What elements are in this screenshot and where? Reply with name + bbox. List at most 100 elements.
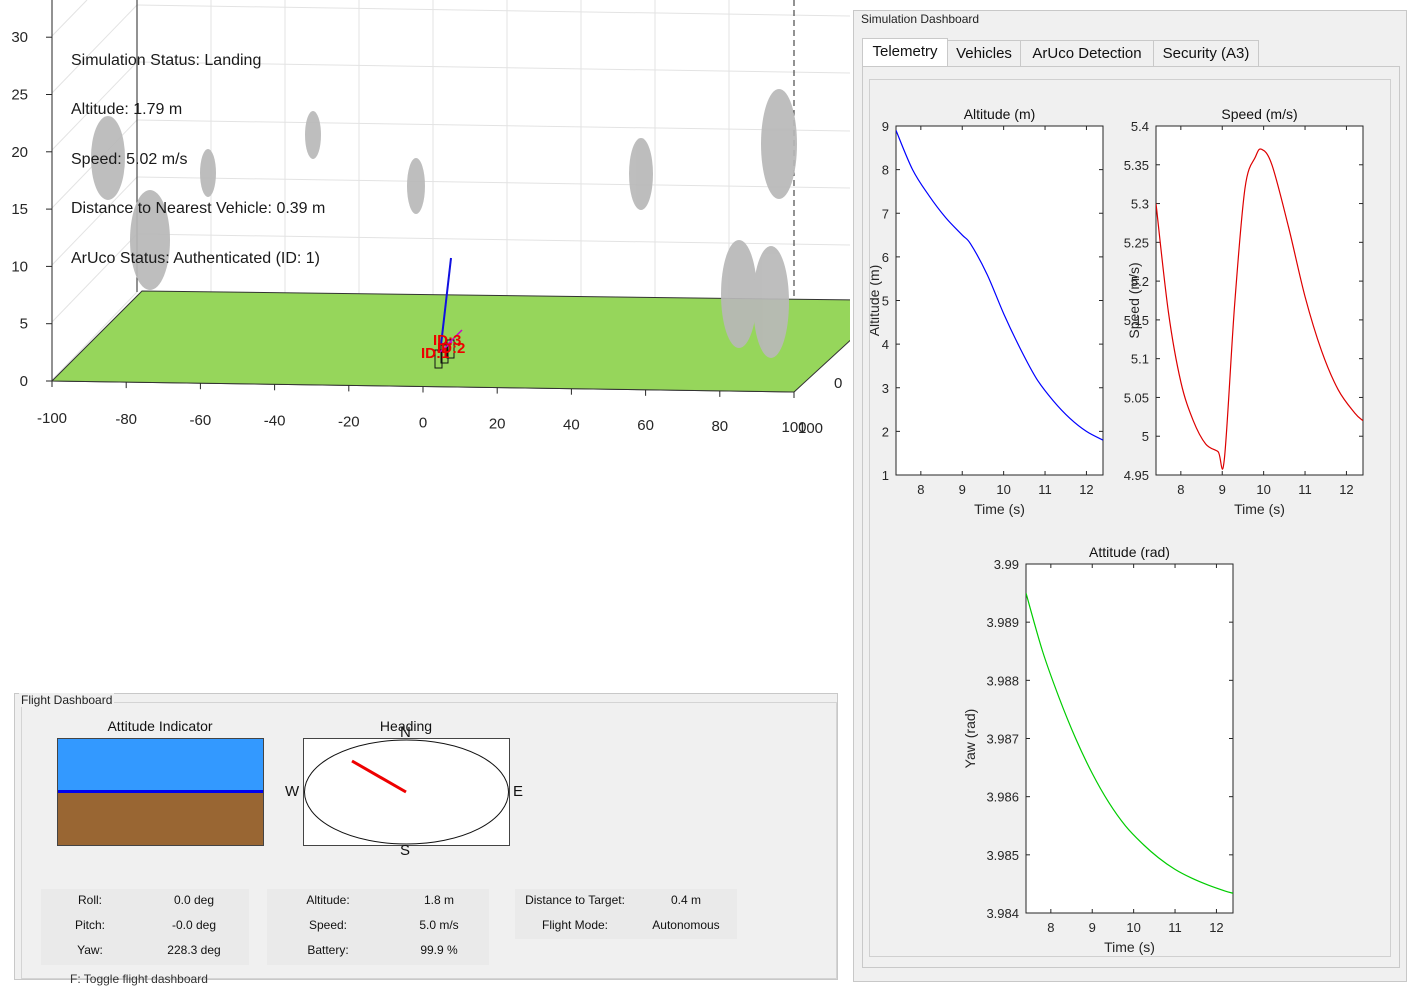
x-tick-label: 12	[1079, 482, 1093, 497]
series-line	[896, 130, 1103, 441]
attitude-indicator	[57, 738, 264, 846]
x-tick-label: -80	[115, 411, 137, 428]
chart-1: Speed (m/s) 8 9 10 11 12 4.95 5 5.05 5.1 5.15 5.2 5.…	[1124, 106, 1364, 517]
x-tick-label: 10	[996, 482, 1010, 497]
compass-ring	[304, 739, 509, 845]
y-tick-label: 3.984	[986, 906, 1019, 921]
y-tick-label: 3.985	[986, 848, 1019, 863]
chart-xlabel: Time (s)	[1234, 501, 1285, 517]
flight-dashboard-panel: Flight Dashboard Attitude Indicator Head…	[14, 693, 838, 980]
obstacle-6	[761, 89, 797, 199]
value-val: 0.0 deg	[173, 893, 215, 907]
attitude-ground	[58, 792, 263, 845]
simulation-dashboard-title: Simulation Dashboard	[860, 12, 981, 26]
telemetry-tab-panel: Altitude (m) 8 9 10 11 12 1 2 3 4 5 6 7 8 9 Time (s) Alt…	[862, 66, 1400, 968]
simulation-status-text: Simulation Status: Landing	[71, 52, 262, 69]
y-tick-label: 7	[882, 206, 889, 221]
chart-plot-area	[1025, 563, 1234, 914]
z-tick-label: 10	[11, 258, 28, 275]
x-tick-label: -40	[264, 413, 286, 430]
value-key: Speed:	[308, 918, 348, 932]
marker-label-c: ID:2	[437, 340, 465, 357]
tab-vehicles[interactable]: Vehicles	[947, 40, 1021, 66]
value-key: Battery:	[307, 943, 349, 957]
z-axis-ticks: 0 5 10 15 20 25 30	[11, 29, 52, 390]
marker-label-b: ID:1	[421, 345, 449, 362]
x-tick-label: -20	[338, 414, 360, 431]
y-tick-label: 6	[882, 250, 889, 265]
chart-xlabel: Time (s)	[974, 501, 1025, 517]
value-key: Roll:	[77, 893, 102, 907]
y-tick-label: 5	[882, 294, 889, 309]
y-tick-label: 4	[882, 337, 889, 352]
value-val: 99.9 %	[420, 943, 458, 957]
chart-title: Altitude (m)	[964, 106, 1036, 122]
obstacle-2	[200, 149, 216, 197]
x-tick-label: 12	[1339, 482, 1353, 497]
z-tick-label: 30	[11, 29, 28, 46]
x-tick-label: 80	[711, 418, 728, 435]
compass-south-label: S	[400, 842, 411, 859]
y-tick-label: 5.35	[1124, 158, 1149, 173]
flight-dashboard-title: Flight Dashboard	[19, 693, 115, 707]
x-tick-label: -60	[190, 412, 212, 429]
obstacle-4	[407, 158, 425, 214]
obstacle-0	[91, 116, 125, 200]
y-tick-label: 5.25	[1124, 235, 1149, 250]
value-key: Pitch:	[74, 918, 105, 932]
y-tick-label: 8	[882, 163, 889, 178]
value-key: Flight Mode:	[541, 918, 609, 932]
tab-aruco-detection[interactable]: ArUco Detection	[1020, 40, 1154, 66]
compass-east-label: E	[513, 783, 524, 800]
obstacles	[91, 89, 797, 358]
mission-values-table: Distance to Target: 0.4 m Flight Mode: Auto…	[515, 889, 737, 939]
y-tick-label: 3.989	[986, 615, 1019, 630]
z-tick-label: 25	[11, 87, 28, 104]
obstacle-3	[305, 111, 321, 159]
value-val: 228.3 deg	[167, 943, 221, 957]
heading-needle	[351, 759, 407, 794]
scene-3d-view[interactable]: ID:3 ID:1 ID:2 0 5 10 15 20 25 30 -100 -80 -60 -4…	[0, 0, 856, 690]
x-tick-label: 10	[1256, 482, 1270, 497]
compass-svg	[304, 739, 509, 845]
value-val: 1.8 m	[423, 893, 454, 907]
y-tick-label: 4.95	[1124, 468, 1149, 483]
x-tick-label: -100	[37, 410, 67, 427]
x-tick-label: 40	[563, 416, 580, 433]
value-key: Yaw:	[77, 943, 103, 957]
y-tick-label: 5	[1142, 429, 1149, 444]
value-val: 0.4 m	[670, 893, 701, 907]
x-tick-label: 8	[917, 482, 924, 497]
y-tick-label: 5.15	[1124, 313, 1149, 328]
chart-title: Speed (m/s)	[1221, 106, 1297, 122]
z-tick-label: 15	[11, 201, 28, 218]
x-tick-label: 11	[1298, 482, 1312, 497]
y-tick-label: 5.4	[1131, 119, 1149, 134]
y-axis-tick-0: 0	[834, 375, 842, 392]
x-tick-label: 60	[637, 417, 654, 434]
marker-label-a: ID:3	[433, 332, 461, 349]
y-tick-label: 3.988	[986, 673, 1019, 688]
heading-title: Heading	[379, 718, 433, 734]
tab-security-a3[interactable]: Security (A3)	[1153, 40, 1259, 66]
scene-3d-canvas[interactable]: ID:3 ID:1 ID:2 0 5 10 15 20 25 30 -100 -80 -60 -4…	[0, 0, 856, 690]
chart-plot-area	[1155, 125, 1364, 476]
x-tick-label: 9	[1089, 920, 1096, 935]
telemetry-plots-area: Altitude (m) 8 9 10 11 12 1 2 3 4 5 6 7 8 9 Time (s) Alt…	[866, 79, 1391, 957]
z-tick-label: 0	[20, 373, 28, 390]
y-tick-label: 5.3	[1131, 197, 1149, 212]
y-tick-label: 3.986	[986, 790, 1019, 805]
tab-telemetry[interactable]: Telemetry	[862, 38, 948, 66]
y-tick-label: 3	[882, 381, 889, 396]
nearest-vehicle-text: Distance to Nearest Vehicle: 0.39 m	[71, 200, 326, 217]
x-tick-label: 20	[489, 415, 506, 432]
flight-dashboard-frame	[21, 702, 837, 979]
series-line	[1156, 148, 1363, 470]
altitude-status-text: Altitude: 1.79 m	[71, 101, 183, 118]
drone-trajectory	[440, 257, 452, 346]
value-key: Distance to Target:	[525, 893, 625, 907]
x-tick-label: 12	[1209, 920, 1223, 935]
value-val: -0.0 deg	[171, 918, 217, 932]
series-line	[1026, 592, 1233, 894]
